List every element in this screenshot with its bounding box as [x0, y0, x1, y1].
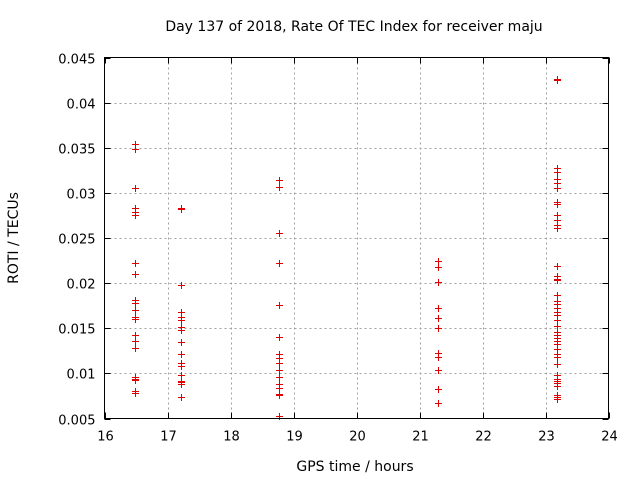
data-point — [132, 146, 139, 153]
data-point — [132, 390, 139, 397]
data-point — [132, 307, 139, 314]
data-point — [435, 367, 442, 374]
data-point — [178, 317, 185, 324]
data-point — [554, 323, 561, 330]
data-point — [554, 292, 561, 299]
data-point — [132, 377, 139, 384]
x-tick-label: 23 — [538, 430, 555, 445]
data-point — [276, 230, 283, 237]
y-tick-label: 0.04 — [67, 98, 96, 113]
data-point — [276, 367, 283, 374]
data-point — [276, 260, 283, 267]
axes — [104, 57, 610, 420]
x-tick-label: 24 — [601, 430, 618, 445]
data-point — [554, 317, 561, 324]
data-point — [178, 339, 185, 346]
x-tick-labels: 16 17 18 19 20 21 22 23 24 — [97, 430, 618, 445]
x-tick-label: 18 — [223, 430, 240, 445]
x-tick-label: 19 — [286, 430, 303, 445]
x-tick-label: 16 — [97, 430, 114, 445]
data-point — [178, 327, 185, 334]
data-point — [132, 185, 139, 192]
data-point — [132, 271, 139, 278]
data-point — [554, 277, 561, 284]
data-point — [276, 385, 283, 392]
data-point — [276, 360, 283, 367]
y-tick-label: 0.03 — [67, 188, 96, 203]
data-point — [132, 332, 139, 339]
data-point — [276, 392, 283, 399]
data-point — [178, 206, 185, 213]
data-point — [276, 184, 283, 191]
data-point — [554, 361, 561, 368]
data-point — [276, 334, 283, 341]
y-tick-label: 0.045 — [58, 53, 95, 68]
data-point — [435, 264, 442, 271]
data-point — [554, 383, 561, 390]
y-tick-label: 0.01 — [67, 368, 96, 383]
data-point — [435, 279, 442, 286]
data-point — [554, 354, 561, 361]
data-point — [554, 77, 561, 84]
y-tick-label: 0.02 — [67, 278, 96, 293]
data-point — [435, 315, 442, 322]
data-point — [435, 386, 442, 393]
data-point — [132, 316, 139, 323]
y-axis-label: ROTI / TECUs — [6, 192, 22, 284]
data-point — [276, 177, 283, 184]
data-point — [554, 169, 561, 176]
data-point — [554, 396, 561, 403]
data-point — [132, 338, 139, 345]
data-point — [132, 345, 139, 352]
data-point — [132, 260, 139, 267]
data-point — [435, 354, 442, 361]
data-point — [435, 258, 442, 265]
x-tick-label: 22 — [475, 430, 492, 445]
y-tick-label: 0.005 — [58, 414, 95, 429]
data-point — [178, 394, 185, 401]
data-point — [554, 201, 561, 208]
data-point — [276, 302, 283, 309]
y-tick-labels: 0.005 0.01 0.015 0.02 0.025 0.03 0.035 0.04 0.04… — [58, 53, 95, 429]
data-point — [132, 212, 139, 219]
data-point — [178, 381, 185, 388]
x-tick-label: 20 — [349, 430, 366, 445]
data-point — [435, 400, 442, 407]
x-tick-label: 21 — [412, 430, 429, 445]
data-point — [435, 325, 442, 332]
y-tick-label: 0.025 — [58, 233, 95, 248]
x-axis-label: GPS time / hours — [296, 459, 413, 475]
data-point — [276, 374, 283, 381]
data-point — [554, 225, 561, 232]
x-tick-label: 17 — [160, 430, 177, 445]
data-point — [178, 372, 185, 379]
data-point — [132, 300, 139, 307]
data-point — [178, 351, 185, 358]
data-point — [554, 185, 561, 192]
chart-title: Day 137 of 2018, Rate Of TEC Index for r… — [165, 19, 542, 35]
data-point — [435, 305, 442, 312]
data-point — [178, 363, 185, 370]
y-tick-label: 0.015 — [58, 323, 95, 338]
y-tick-label: 0.035 — [58, 143, 95, 158]
grid — [104, 57, 609, 419]
data-points — [132, 76, 561, 420]
data-point — [178, 282, 185, 289]
data-point — [554, 263, 561, 270]
